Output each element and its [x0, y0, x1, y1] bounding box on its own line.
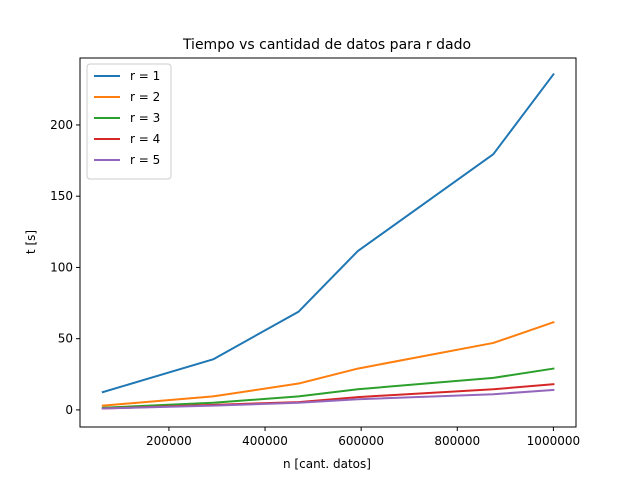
legend-label: r = 2 [130, 90, 160, 104]
y-tick-label: 100 [50, 260, 73, 274]
plot-frame [79, 57, 577, 428]
y-axis-label: t [s] [24, 230, 38, 254]
y-tick-label: 0 [65, 403, 73, 417]
plot-area [79, 57, 577, 428]
y-tick-label: 200 [50, 118, 73, 132]
series-line-r3 [101, 367, 555, 409]
series-line-r5 [101, 388, 555, 410]
y-tick-label: 150 [50, 189, 73, 203]
legend-label: r = 5 [130, 153, 160, 167]
x-tick-label: 1000000 [527, 434, 580, 448]
y-tick-label: 50 [58, 332, 73, 346]
legend-label: r = 4 [130, 132, 160, 146]
x-tick-label: 200000 [146, 434, 192, 448]
series-line-r1 [101, 72, 555, 394]
legend: r = 1 r = 2 r = 3 r = 4 r = 5 [86, 63, 172, 180]
y-axis: 0 50 100 150 200 [50, 118, 80, 417]
legend-label: r = 3 [130, 111, 160, 125]
x-tick-label: 800000 [434, 434, 480, 448]
x-tick-label: 400000 [242, 434, 288, 448]
x-tick-label: 600000 [338, 434, 384, 448]
chart-title: Tiempo vs cantidad de datos para r dado [182, 37, 471, 53]
legend-label: r = 1 [130, 69, 160, 83]
legend-box [86, 63, 172, 180]
series-layer [101, 72, 555, 410]
x-axis: 200000 400000 600000 800000 1000000 [146, 427, 580, 448]
x-axis-label: n [cant. datos] [283, 457, 371, 471]
series-line-r2 [101, 321, 555, 407]
